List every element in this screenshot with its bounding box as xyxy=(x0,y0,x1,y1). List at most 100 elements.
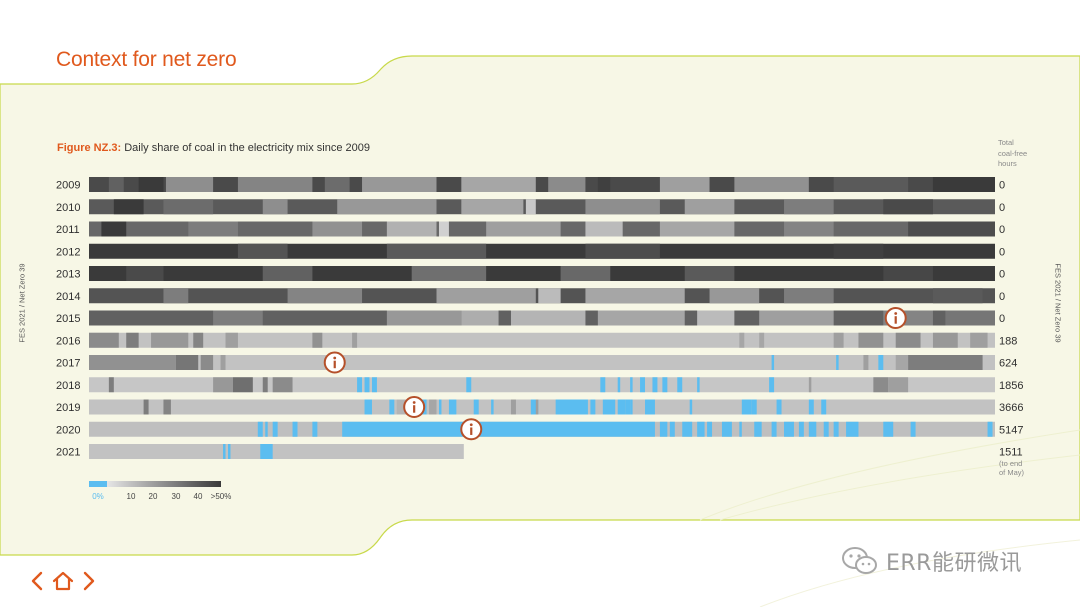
day-cell xyxy=(262,266,313,281)
coal-free-hours-value: 0 xyxy=(999,202,1005,214)
day-cell xyxy=(873,377,889,393)
day-cell xyxy=(461,310,499,326)
day-cell xyxy=(585,243,660,259)
day-cell xyxy=(357,377,363,393)
day-cell xyxy=(213,377,233,393)
day-cell xyxy=(461,177,536,192)
day-cell xyxy=(759,332,765,348)
day-cell xyxy=(684,199,735,215)
day-cell xyxy=(659,221,735,237)
day-cell xyxy=(429,399,437,415)
day-cell xyxy=(101,221,127,237)
legend-tick-label: 0% xyxy=(92,492,104,501)
day-cell xyxy=(272,421,278,437)
info-icon[interactable] xyxy=(460,418,483,441)
year-label: 2018 xyxy=(56,380,80,392)
day-cell xyxy=(364,377,370,393)
day-cell xyxy=(386,221,437,237)
coal-free-hours-value: 0 xyxy=(999,313,1005,325)
chevron-right-icon[interactable] xyxy=(80,570,98,592)
day-cell xyxy=(352,332,358,348)
coal-free-hours-header: Total coal-free hours xyxy=(998,138,1058,170)
day-cell xyxy=(932,288,983,304)
day-cell xyxy=(682,421,693,437)
day-cell xyxy=(89,355,176,370)
day-cell xyxy=(784,199,834,215)
day-cell xyxy=(438,399,442,415)
day-cell xyxy=(386,243,487,259)
heatmap-row-2018 xyxy=(89,377,995,393)
day-cell xyxy=(741,399,752,415)
day-cell xyxy=(585,288,685,304)
day-cell xyxy=(461,199,524,215)
day-cell xyxy=(833,421,839,437)
legend-tick-label: 10 xyxy=(127,492,136,501)
day-cell xyxy=(910,421,916,437)
coal-free-hours-value: 0 xyxy=(999,180,1005,192)
info-icon[interactable] xyxy=(403,396,426,418)
day-cell xyxy=(138,177,164,192)
day-cell xyxy=(709,288,760,304)
day-cell xyxy=(312,332,323,348)
day-cell xyxy=(754,421,762,437)
home-icon[interactable] xyxy=(52,570,74,592)
day-cell xyxy=(836,355,839,370)
day-cell xyxy=(510,310,586,326)
day-cell xyxy=(808,399,814,415)
coal-free-hours-value: 188 xyxy=(999,335,1017,347)
day-cell xyxy=(697,310,735,326)
figure-caption-text: Daily share of coal in the electricity m… xyxy=(124,142,371,154)
day-cell xyxy=(312,221,363,237)
day-cell xyxy=(585,221,623,237)
day-cell xyxy=(193,332,204,348)
day-cell xyxy=(237,243,288,259)
day-cell xyxy=(863,355,869,370)
day-cell xyxy=(535,399,539,415)
header-line: coal-free xyxy=(998,148,1028,158)
day-cell xyxy=(113,199,144,215)
day-cell xyxy=(721,421,732,437)
day-cell xyxy=(597,310,685,326)
day-cell xyxy=(232,377,253,393)
day-cell xyxy=(945,310,995,326)
day-cell xyxy=(987,421,993,437)
day-cell xyxy=(262,199,288,215)
day-cell xyxy=(640,377,646,393)
header-line: hours xyxy=(998,159,1017,168)
day-cell xyxy=(888,377,909,393)
day-cell xyxy=(808,421,817,437)
day-cell xyxy=(200,355,214,370)
day-cell xyxy=(213,310,263,326)
info-icon[interactable] xyxy=(323,351,346,374)
day-cell xyxy=(337,199,437,215)
day-cell xyxy=(225,332,238,348)
heatmap-row-2021 xyxy=(89,444,464,459)
day-cell xyxy=(538,288,561,304)
row-base-cell xyxy=(89,355,995,370)
year-label: 2015 xyxy=(56,313,80,325)
heatmap-row-2016 xyxy=(89,332,995,348)
day-cell xyxy=(759,310,834,326)
day-cell xyxy=(734,177,809,192)
day-cell xyxy=(908,221,995,237)
day-cell xyxy=(525,199,536,215)
heatmap-row-2014 xyxy=(89,288,995,304)
chevron-left-icon[interactable] xyxy=(28,570,46,592)
day-cell xyxy=(548,177,586,192)
day-cell xyxy=(739,332,745,348)
year-label: 2019 xyxy=(56,402,80,414)
day-cell xyxy=(883,421,894,437)
day-cell xyxy=(625,399,631,415)
info-icon[interactable] xyxy=(884,307,907,329)
day-cell xyxy=(126,332,139,348)
day-cell xyxy=(272,377,293,393)
year-label: 2020 xyxy=(56,424,80,436)
day-cell xyxy=(821,399,827,415)
day-cell xyxy=(652,377,658,393)
day-cell xyxy=(530,399,539,415)
row-base-cell xyxy=(89,399,995,415)
year-label: 2016 xyxy=(56,335,80,347)
day-cell xyxy=(163,199,214,215)
heatmap-row-2013 xyxy=(89,266,995,281)
heatmap-row-2015 xyxy=(89,310,995,326)
